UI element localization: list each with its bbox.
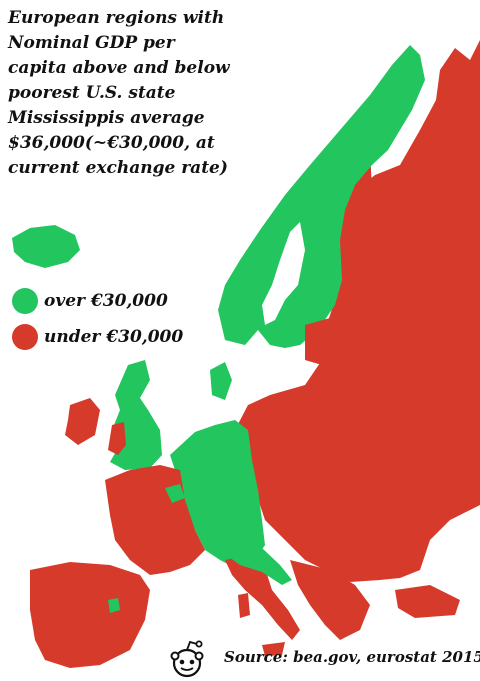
legend-item-under: under €30,000 (12, 322, 183, 352)
region-wales-cornwall (108, 422, 126, 455)
title-line: $36,000(~€30,000, at (8, 133, 215, 153)
region-sicily (262, 642, 285, 656)
region-iberia (30, 562, 150, 668)
region-sardinia (238, 593, 250, 618)
region-madrid (108, 598, 120, 613)
title-line: current exchange rate) (8, 158, 228, 178)
title-line: poorest U.S. state (8, 83, 176, 103)
legend-label-under: under €30,000 (44, 327, 184, 347)
title-line: capita above and below (8, 58, 230, 78)
legend-swatch-under (12, 324, 38, 350)
region-northern-italy (222, 548, 292, 585)
region-iceland (12, 225, 80, 268)
region-eastern-europe-russia (235, 40, 480, 582)
reddit-alien-icon (170, 640, 204, 678)
legend-label-over: over €30,000 (44, 291, 168, 311)
title-line: Nominal GDP per (8, 33, 175, 53)
region-ireland (65, 398, 100, 445)
region-turkey (395, 585, 460, 618)
region-baltic-states (305, 318, 338, 365)
region-baltic-sea (262, 222, 305, 325)
legend-swatch-over (12, 288, 38, 314)
legend-item-over: over €30,000 (12, 286, 183, 316)
region-central-europe (170, 420, 265, 568)
map-title: European regions with Nominal GDP per ca… (8, 6, 298, 181)
legend: over €30,000 under €30,000 (12, 286, 183, 358)
region-scandinavia (218, 45, 425, 348)
region-italy (225, 555, 300, 640)
region-paris (165, 484, 185, 503)
title-line: European regions with (8, 8, 225, 28)
source-credit: Source: bea.gov, eurostat 2015 (224, 648, 480, 666)
region-balkans (290, 560, 370, 640)
region-denmark (210, 362, 232, 400)
title-line: Mississippis average (8, 108, 205, 128)
